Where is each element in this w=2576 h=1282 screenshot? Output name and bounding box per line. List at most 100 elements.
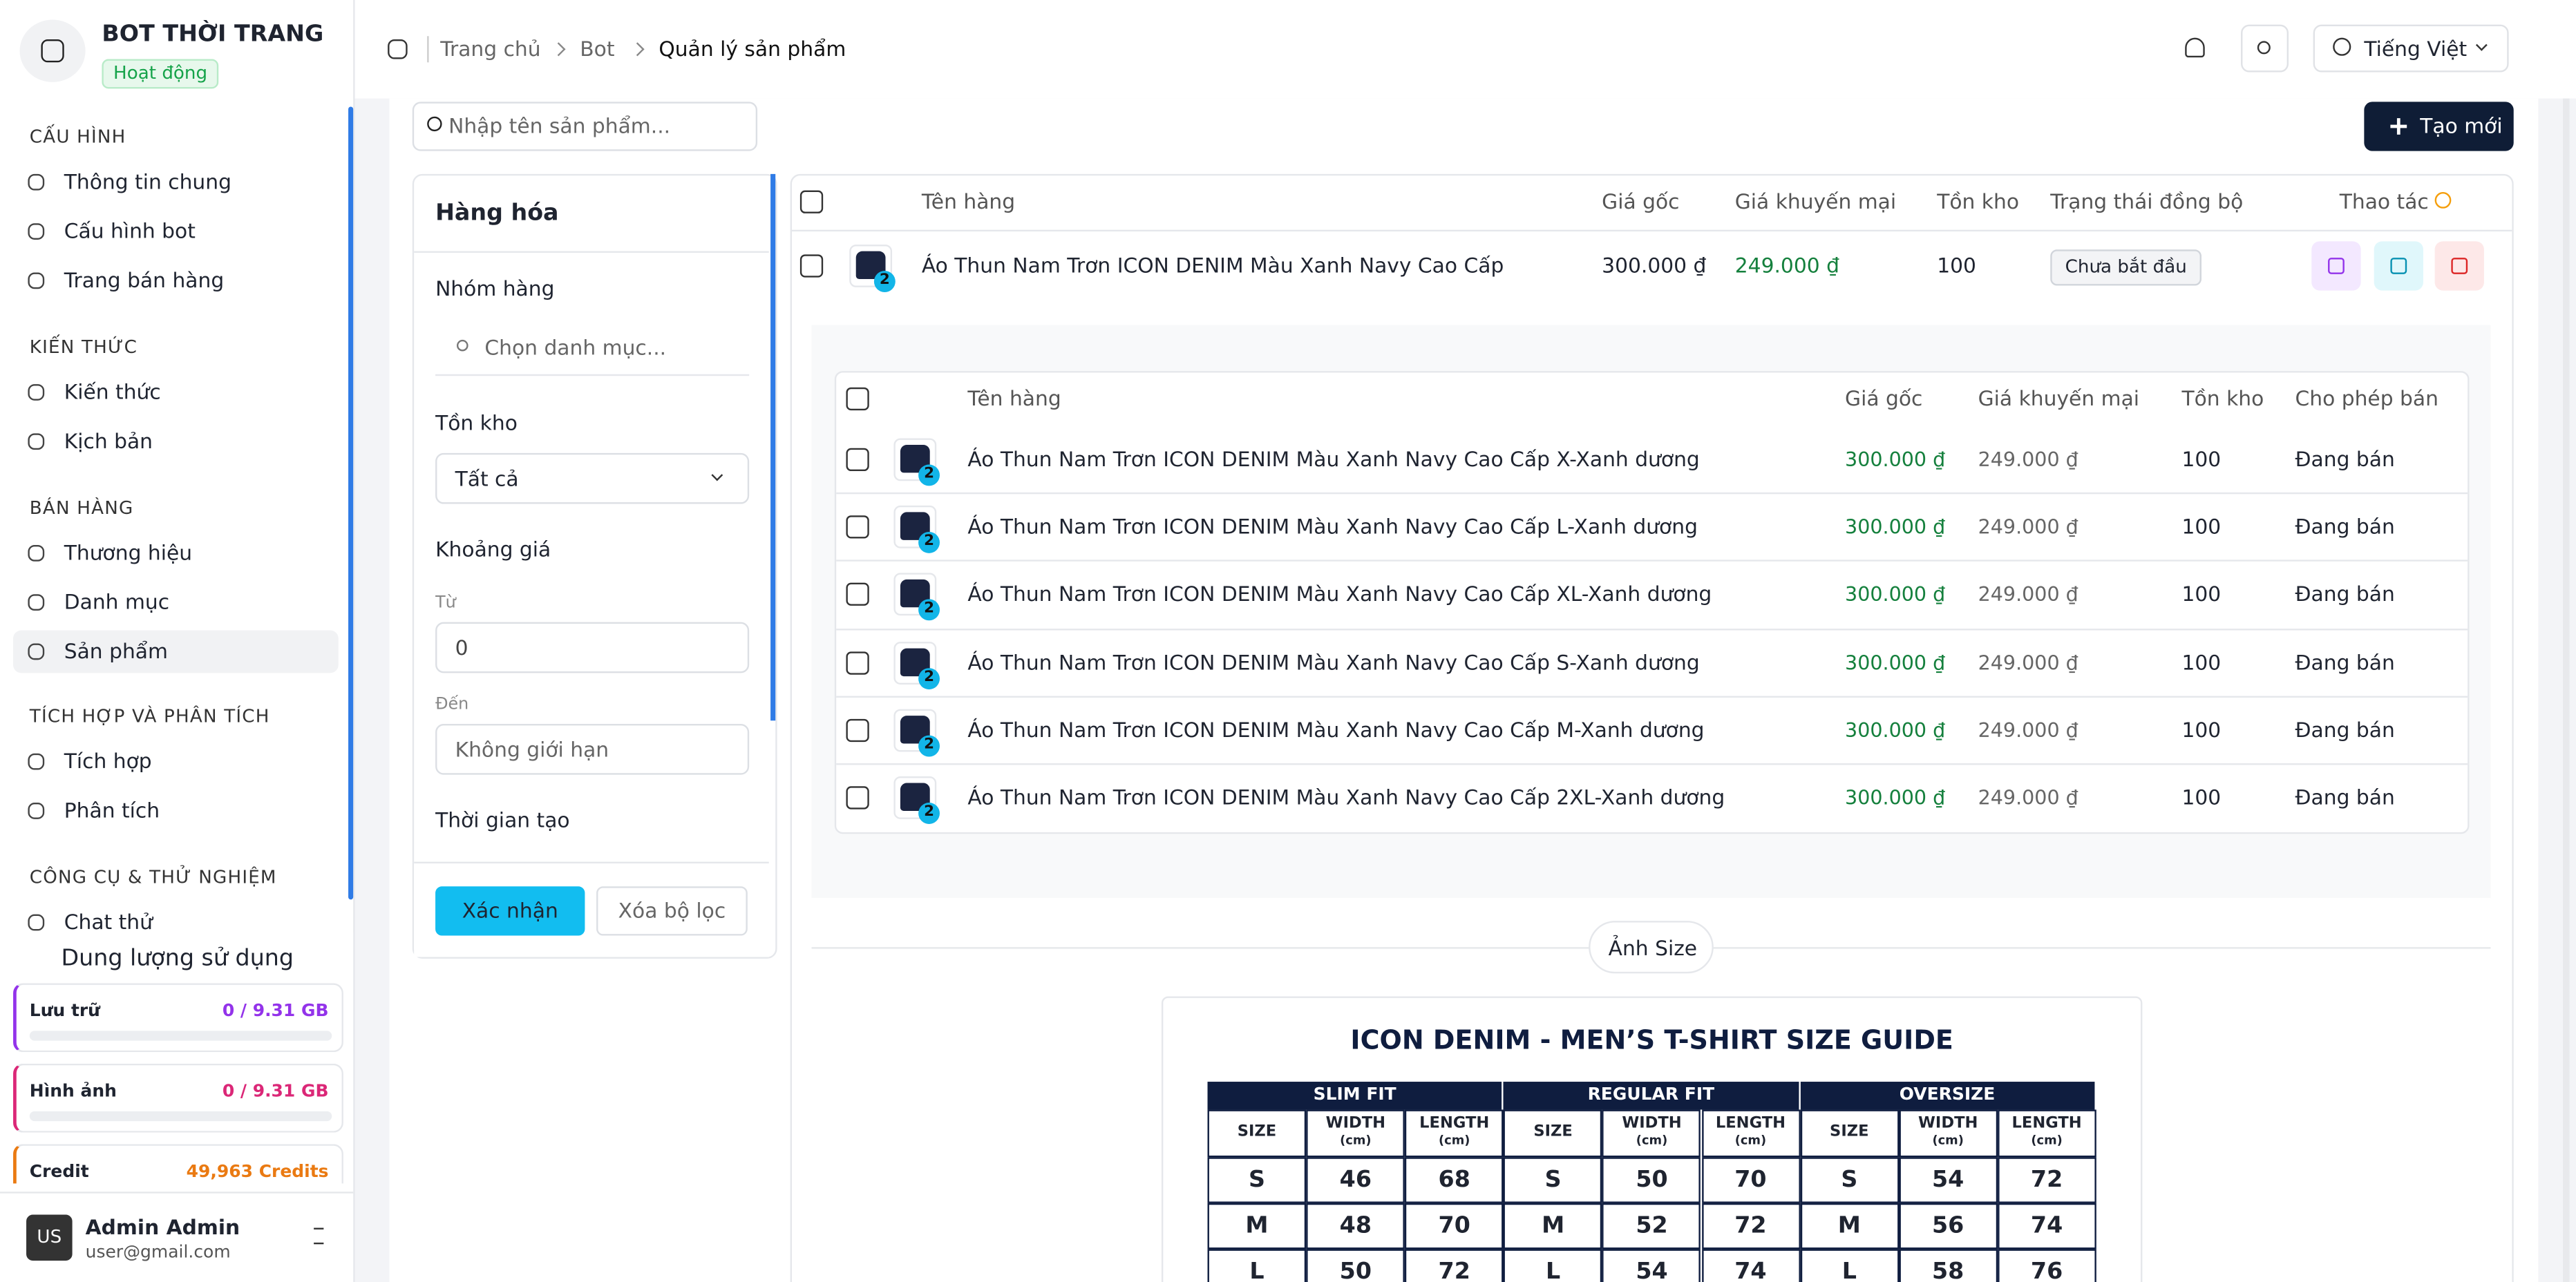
sale-status: Đang bán [2295,717,2395,742]
stock: 100 [2181,514,2222,539]
checkbox[interactable] [846,387,869,411]
size-pill: Ảnh Size [1589,921,1714,974]
button-icon [2328,258,2345,274]
variant-name: Áo Thun Nam Trơn ICON DENIM Màu Xanh Nav… [967,717,1705,742]
image-badge: 2 [873,271,896,292]
column-header: Giá khuyến mại [1978,385,2140,411]
size-cell: 74 [1701,1249,1800,1282]
user-name: Admin Admin [85,1214,240,1240]
filter-title: Hàng hóa [435,200,559,227]
nav-item[interactable]: Chat thử [64,909,153,935]
checkbox[interactable] [846,718,869,742]
column-header: Giá khuyến mại [1734,189,1897,213]
delete-button[interactable] [2434,241,2484,291]
usage-clip: Lưu trữ 0 / 9.31 GB Hình ảnh 0 / 9.31 GB Cre… [0,977,355,1184]
nav-item[interactable]: Danh mục [64,589,170,614]
nav-item[interactable]: Kịch bản [64,428,153,453]
size-value: S [1544,1167,1562,1194]
price: 300.000 ₫ [1845,651,1946,674]
user-avatar: US [26,1214,73,1261]
column-header: Tồn kho [2181,385,2264,411]
row-border [836,628,2468,630]
sale-price: 249.000 ₫ [1978,718,2078,742]
size-value: 74 [2030,1213,2063,1240]
usage-bar [29,1031,332,1041]
filter-label: Tồn kho [435,410,518,435]
sale-price: 249.000 ₫ [1734,252,1840,278]
usage-card: Credit 49,963 Credits [13,1144,343,1184]
nav-item[interactable]: Tích hợp [64,748,152,774]
filter-label: Khoảng giá [435,537,551,562]
usage-label: Hình ảnh [29,1082,117,1102]
stock: 100 [2181,784,2222,810]
nav-item[interactable]: Cấu hình bot [64,218,196,243]
icon [41,39,64,63]
nav-item[interactable]: Thương hiệu [64,539,193,565]
size-group: SLIM FIT [1207,1082,1502,1110]
sale-price: 249.000 ₫ [1978,651,2078,674]
nav-item[interactable]: Trang bán hàng [64,267,225,292]
size-cell: 50 [1602,1157,1701,1203]
nav-item[interactable]: Sản phẩm [64,638,168,664]
nav-item[interactable]: Kiến thức [64,379,161,404]
checkbox[interactable] [799,190,824,213]
stock-select[interactable]: Tất cả [435,452,750,504]
size-value: 70 [1734,1167,1767,1194]
subheader-label: WIDTH [1325,1114,1386,1133]
clear-button[interactable]: Xóa bộ lọc [596,886,748,936]
checkbox[interactable] [846,583,869,606]
confirm-button[interactable]: Xác nhận [435,886,585,936]
search-input[interactable]: Nhập tên sản phẩm... [412,102,758,151]
breadcrumb[interactable]: Trang chủ [440,36,541,61]
breadcrumb-current: Quản lý sản phẩm [659,36,846,61]
create-button[interactable]: Tạo mới [2364,102,2514,151]
usage-value: 49,963 Credits [186,1162,329,1183]
checkbox[interactable] [846,786,869,810]
nav-item[interactable]: Thông tin chung [64,169,231,194]
size-subheader: WIDTH (cm) [1602,1109,1701,1158]
nav-section-title: KIẾN THỨC [29,336,138,358]
edit-button[interactable] [2374,241,2423,291]
size-cell: 76 [1997,1249,2096,1282]
user-email: user@gmail.com [85,1242,231,1263]
to-placeholder: Không giới hạn [455,737,609,762]
checkbox[interactable] [846,651,869,674]
size-subheader: SIZE [1504,1109,1603,1158]
checkbox[interactable] [846,448,869,472]
image-badge: 2 [918,803,940,824]
category-placeholder[interactable]: Chọn danh mục... [484,334,667,360]
checkbox[interactable] [846,515,869,539]
size-cell: 52 [1602,1203,1701,1250]
add-button[interactable] [2311,241,2361,291]
checkbox[interactable] [799,254,824,278]
size-table: SLIM FIT SIZE WIDTH (cm) LENGTH (cm) REGULAR F… [1207,1082,2096,1282]
size-value: 76 [2030,1259,2063,1282]
size-subheader: SIZE [1799,1109,1899,1158]
language-select[interactable]: Tiếng Việt [2313,24,2509,73]
nav-section-title: BÁN HÀNG [29,497,134,519]
price-from[interactable]: 0 [435,622,750,673]
image-badge: 2 [918,464,940,486]
breadcrumb[interactable]: Bot [580,36,615,61]
subheader-label: WIDTH [1917,1114,1978,1133]
price-to[interactable]: Không giới hạn [435,723,750,775]
filter-scroll [770,173,776,721]
image-badge: 2 [918,735,940,757]
icon [28,223,45,240]
nav-item[interactable]: Phân tích [64,797,160,823]
bell-button[interactable] [2185,37,2205,58]
column-header: Tồn kho [1937,189,2020,213]
icon [388,39,408,59]
usage-value: 0 / 9.31 GB [222,1082,329,1102]
size-cell: M [1799,1203,1899,1250]
info-icon [2434,192,2452,209]
sale-status: Đang bán [2295,649,2395,674]
header [354,0,2576,99]
icon [28,643,45,660]
usage-title: Dung lượng sử dụng [61,945,294,972]
search-placeholder: Nhập tên sản phẩm... [448,113,671,138]
sidebar-scroll [348,106,354,900]
size-value: 68 [1438,1167,1470,1194]
user-menu-chevron[interactable] [314,1227,324,1245]
size-value: L [1841,1259,1857,1282]
